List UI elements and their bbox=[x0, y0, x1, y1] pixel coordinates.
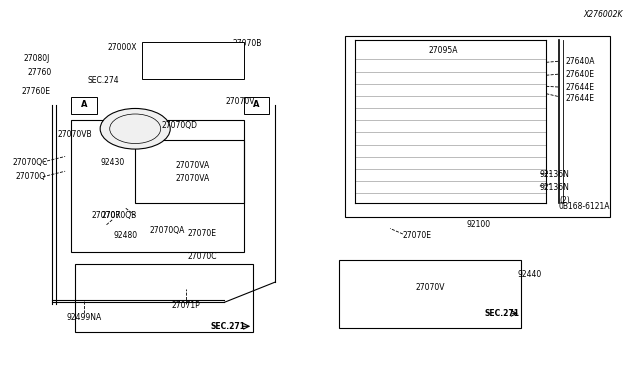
Bar bbox=[72, 97, 97, 114]
Text: 27070VA: 27070VA bbox=[175, 174, 210, 183]
Text: 27070VB: 27070VB bbox=[58, 130, 92, 139]
Text: 27070Q: 27070Q bbox=[15, 172, 45, 181]
Bar bbox=[339, 260, 521, 328]
Text: 27000X: 27000X bbox=[108, 43, 137, 52]
Text: 27070VA: 27070VA bbox=[175, 161, 210, 170]
Text: 92100: 92100 bbox=[467, 220, 491, 229]
Bar bbox=[141, 42, 244, 79]
Text: 27070V: 27070V bbox=[225, 97, 255, 106]
Text: 27095A: 27095A bbox=[428, 46, 458, 55]
Text: A: A bbox=[81, 100, 88, 109]
Text: 27760: 27760 bbox=[28, 68, 52, 77]
Text: 92136N: 92136N bbox=[540, 183, 570, 192]
Text: 27760E: 27760E bbox=[22, 87, 51, 96]
Circle shape bbox=[100, 109, 170, 149]
Text: SEC.274: SEC.274 bbox=[88, 76, 119, 85]
Bar bbox=[75, 263, 253, 332]
Bar bbox=[244, 97, 269, 114]
Text: 92499NA: 92499NA bbox=[67, 312, 102, 321]
Text: AIR CONDITIONER: AIR CONDITIONER bbox=[161, 73, 224, 78]
Bar bbox=[72, 119, 244, 253]
Text: 92136N: 92136N bbox=[540, 170, 570, 179]
Text: 27070V: 27070V bbox=[415, 283, 445, 292]
Bar bbox=[135, 140, 244, 203]
Text: 0B168-6121A: 0B168-6121A bbox=[559, 202, 611, 211]
Text: 27071P: 27071P bbox=[172, 301, 200, 311]
Text: 27070E: 27070E bbox=[188, 230, 216, 238]
Text: 92430: 92430 bbox=[100, 157, 125, 167]
Text: 27070E: 27070E bbox=[403, 231, 432, 240]
Text: X276002K: X276002K bbox=[583, 10, 623, 19]
Bar bbox=[346, 36, 610, 217]
Text: 27070R: 27070R bbox=[92, 211, 122, 220]
Text: 92480: 92480 bbox=[113, 231, 138, 240]
Text: 27070B: 27070B bbox=[232, 39, 261, 48]
Text: SEC.271: SEC.271 bbox=[210, 322, 245, 331]
Text: 27644E: 27644E bbox=[565, 83, 595, 92]
Text: 92440: 92440 bbox=[518, 270, 542, 279]
Text: SEC.271: SEC.271 bbox=[484, 309, 519, 318]
Text: 27070C: 27070C bbox=[188, 251, 217, 261]
Text: △: △ bbox=[161, 44, 166, 50]
Text: 27070QA: 27070QA bbox=[149, 226, 185, 235]
Text: 27640A: 27640A bbox=[565, 57, 595, 66]
Text: (2): (2) bbox=[559, 196, 570, 205]
Text: 27640E: 27640E bbox=[565, 70, 595, 78]
Text: △: △ bbox=[218, 44, 224, 50]
Text: 27070QB: 27070QB bbox=[102, 211, 137, 220]
Text: 27080J: 27080J bbox=[23, 54, 50, 63]
Text: 27070QC: 27070QC bbox=[12, 157, 48, 167]
Text: 27644E: 27644E bbox=[565, 94, 595, 103]
Text: 27070QD: 27070QD bbox=[162, 121, 198, 129]
Text: A: A bbox=[253, 100, 260, 109]
